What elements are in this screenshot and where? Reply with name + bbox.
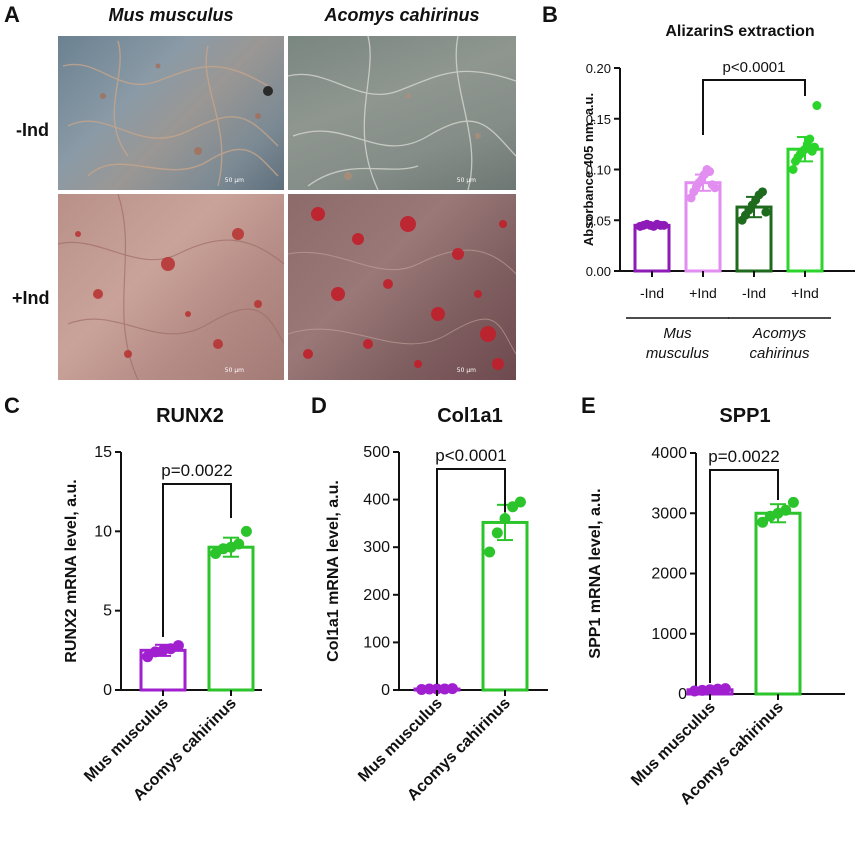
chart-col1a1: Col1a1 Col1a1 mRNA level, a.u. 0 100 200 300 4…: [325, 405, 548, 804]
data-point: [761, 207, 771, 217]
y-tick-label: 4000: [651, 445, 687, 462]
micrograph-acomys-minus-ind: 50 µm: [288, 36, 516, 190]
data-point: [812, 101, 822, 111]
data-point: [423, 683, 435, 695]
data-point: [757, 516, 769, 528]
y-axis-label: Col1a1 mRNA level, a.u.: [325, 480, 342, 662]
y-tick-label: 10: [94, 523, 112, 540]
group-label: musculus: [646, 345, 710, 362]
scale-bar-label: 50 µm: [456, 367, 476, 374]
species-header-mus: Mus musculus: [108, 5, 234, 25]
scale-bar-label: 50 µm: [224, 367, 244, 374]
panel-letter-c: C: [4, 393, 20, 418]
data-point: [431, 683, 443, 695]
x-tick-label: +Ind: [689, 285, 717, 301]
group-label: Mus: [663, 325, 692, 342]
data-point: [491, 527, 503, 539]
x-tick-label: -Ind: [742, 285, 766, 301]
p-value-label: p=0.0022: [161, 461, 232, 480]
row-label-minus-ind: -Ind: [16, 120, 49, 140]
micrograph-mus-minus-ind: 50 µm: [58, 36, 284, 190]
data-point: [514, 496, 526, 508]
micrograph-acomys-plus-ind: 50 µm: [288, 194, 516, 380]
significance-bracket: [709, 469, 779, 683]
y-tick-label: 15: [94, 444, 112, 461]
row-label-plus-ind: +Ind: [12, 288, 50, 308]
panel-letter-e: E: [581, 393, 596, 418]
panel-letter-b: B: [542, 2, 558, 27]
data-point: [810, 142, 820, 152]
y-tick-label: 0.20: [586, 61, 611, 76]
y-tick-label: 0.05: [586, 213, 611, 228]
significance-bracket: [702, 79, 806, 135]
y-tick-label: 2000: [651, 566, 687, 583]
scale-bar-label: 50 µm: [456, 177, 476, 184]
chart-spp1: SPP1 SPP1 mRNA level, a.u. 0 1000 2000 3000 40…: [587, 405, 845, 808]
data-point: [659, 220, 669, 230]
y-tick-label: 0: [381, 682, 390, 699]
y-tick-label: 0.15: [586, 112, 611, 127]
data-point: [484, 546, 496, 558]
p-value-label: p<0.0001: [435, 446, 506, 465]
chart-title: AlizarinS extraction: [665, 23, 814, 40]
scale-bar-label: 50 µm: [224, 177, 244, 184]
data-point: [788, 165, 798, 174]
chart-title: Col1a1: [437, 405, 503, 427]
chart-title: RUNX2: [156, 405, 224, 427]
y-axis-label: Absorbance 405 nm, a.u.: [581, 93, 596, 246]
panel-letter-a: A: [4, 2, 20, 27]
y-tick-label: 0.00: [586, 264, 611, 279]
data-point: [758, 187, 767, 197]
y-tick-label: 0.10: [586, 163, 611, 178]
x-tick-label: -Ind: [640, 285, 664, 301]
data-point: [172, 640, 184, 652]
group-label: Acomys: [752, 325, 807, 342]
data-point: [705, 167, 715, 177]
chart-title: SPP1: [719, 405, 770, 427]
data-point: [446, 683, 458, 695]
significance-bracket: [436, 468, 506, 684]
data-point: [710, 183, 720, 193]
y-tick-label: 500: [363, 444, 390, 461]
data-point: [233, 538, 245, 550]
data-point: [787, 496, 799, 508]
y-tick-label: 300: [363, 539, 390, 556]
micrograph-mus-plus-ind: 50 µm: [58, 194, 284, 380]
data-point: [499, 513, 511, 525]
chart-alizarin: AlizarinS extraction Absorbance 405 nm, a…: [581, 23, 855, 362]
y-tick-label: 400: [363, 492, 390, 509]
y-tick-label: 1000: [651, 626, 687, 643]
bar: [207, 545, 255, 692]
y-axis-label: SPP1 mRNA level, a.u.: [587, 488, 604, 658]
p-value-label: p<0.0001: [723, 59, 786, 76]
y-tick-label: 0: [678, 686, 687, 703]
panel-letter-d: D: [311, 393, 327, 418]
y-tick-label: 200: [363, 587, 390, 604]
y-tick-label: 0: [103, 682, 112, 699]
p-value-label: p=0.0022: [708, 447, 779, 466]
y-tick-label: 5: [103, 603, 112, 620]
data-point: [719, 683, 731, 695]
data-point: [780, 504, 792, 516]
data-point: [240, 525, 252, 537]
significance-bracket: [162, 483, 232, 637]
x-tick-label: +Ind: [791, 285, 819, 301]
group-label: cahirinus: [749, 345, 810, 362]
species-header-acomys: Acomys cahirinus: [324, 5, 480, 25]
y-axis-label: RUNX2 mRNA level, a.u.: [63, 479, 80, 662]
y-tick-label: 3000: [651, 505, 687, 522]
data-point: [805, 134, 815, 144]
bar: [754, 511, 802, 696]
y-tick-label: 100: [363, 634, 390, 651]
bar: [633, 223, 671, 273]
